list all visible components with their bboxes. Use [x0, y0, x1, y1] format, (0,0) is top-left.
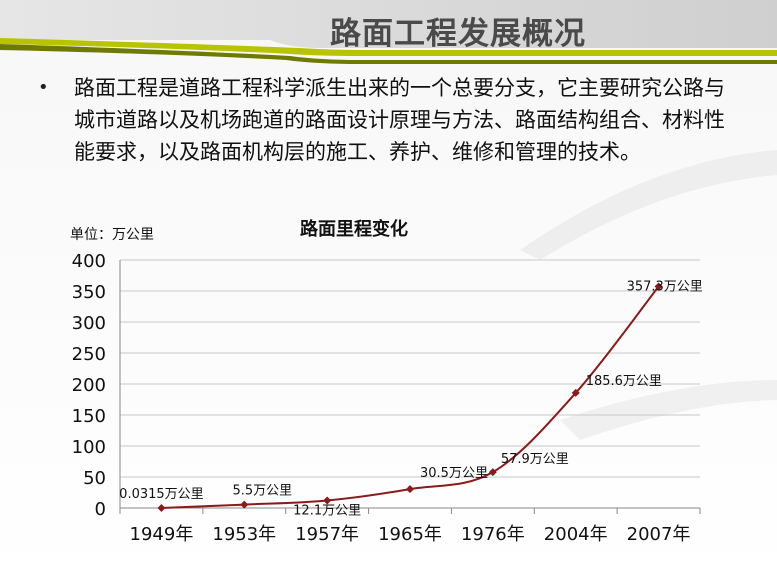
- y-tick-label: 350: [72, 282, 106, 303]
- decor-swoosh-2: [560, 380, 777, 440]
- series-line: [161, 285, 660, 509]
- y-tick-label: 50: [83, 468, 106, 489]
- chart-unit-label: 单位：万公里: [70, 227, 154, 243]
- data-label: 5.5万公里: [232, 484, 292, 499]
- header-swoosh-olive: [0, 44, 777, 64]
- decor-swoosh-1: [520, 150, 777, 260]
- data-label: 357.3万公里: [627, 279, 703, 294]
- bullet-icon: •: [38, 77, 49, 98]
- bullet-text: 路面工程是道路工程科学派生出来的一个总要分支，它主要研究公路与城市道路以及机场跑…: [74, 76, 725, 164]
- data-point: [240, 500, 249, 509]
- x-tick-label: 2004年: [544, 524, 608, 545]
- y-tick-label: 100: [72, 437, 106, 458]
- data-point: [406, 485, 414, 494]
- x-tick-label: 1976年: [461, 524, 525, 545]
- x-tick-label: 1957年: [295, 524, 359, 545]
- data-label: 0.0315万公里: [119, 487, 204, 502]
- data-point: [323, 496, 332, 505]
- data-point: [488, 468, 497, 477]
- y-tick-label: 250: [72, 344, 106, 365]
- data-label: 30.5万公里: [420, 466, 488, 481]
- header-band: [0, 0, 777, 48]
- y-tick-label: 0: [95, 499, 106, 520]
- slide-title: 路面工程发展概况: [330, 16, 586, 52]
- data-label: 185.6万公里: [586, 374, 662, 389]
- header-swoosh-yellow: [0, 38, 777, 56]
- y-tick-label: 400: [72, 251, 106, 272]
- x-tick-label: 1953年: [212, 524, 276, 545]
- y-tick-label: 200: [72, 375, 106, 396]
- data-point: [571, 388, 580, 397]
- x-tick-label: 1965年: [378, 524, 442, 545]
- data-point: [654, 282, 663, 291]
- x-tick-label: 2007年: [627, 524, 691, 545]
- x-tick-label: 1949年: [130, 524, 194, 545]
- y-tick-label: 300: [72, 313, 106, 334]
- y-tick-label: 150: [72, 406, 106, 427]
- chart-title: 路面里程变化: [300, 219, 408, 240]
- data-label: 57.9万公里: [501, 452, 569, 467]
- data-label: 12.1万公里: [293, 503, 361, 518]
- data-point: [157, 503, 166, 512]
